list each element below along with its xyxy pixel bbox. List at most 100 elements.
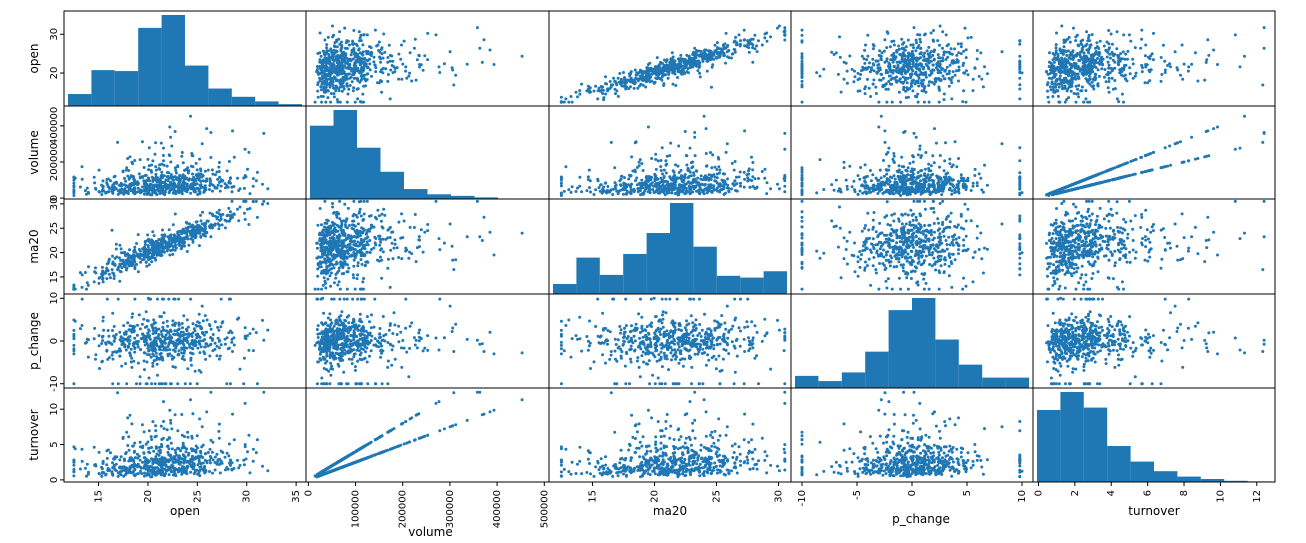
point-open-volume-131	[451, 68, 455, 72]
point-open-volume-143	[404, 69, 408, 73]
point-open-p_change-566	[917, 57, 921, 60]
point-volume-open-143	[151, 159, 155, 163]
point-volume-ma20-189	[783, 131, 787, 135]
point-open-p_change-442	[909, 66, 913, 70]
point-open-p_change-159	[949, 78, 953, 82]
point-open-p_change-405	[871, 43, 875, 47]
point-open-p_change-514	[938, 65, 942, 69]
point-open-p_change-511	[902, 80, 905, 84]
point-open-p_change-597	[920, 84, 924, 88]
point-volume-open-519	[136, 190, 140, 194]
point-open-ma20-67	[636, 86, 640, 90]
point-open-turnover-588	[1094, 66, 1098, 69]
point-volume-open-585	[151, 191, 155, 194]
point-volume-open-318	[232, 155, 236, 159]
point-volume-p_change-477	[983, 163, 986, 167]
point-open-p_change-413	[1018, 83, 1022, 87]
point-open-volume-522	[423, 54, 427, 58]
point-volume-ma20-102	[637, 164, 641, 168]
point-open-ma20-580	[769, 35, 773, 39]
point-open-ma20-541	[664, 65, 668, 69]
hist-bar-open-3	[138, 27, 162, 107]
point-volume-p_change-313	[926, 173, 930, 177]
point-open-volume-333	[448, 50, 452, 54]
point-open-p_change-333	[1000, 50, 1004, 54]
point-volume-p_change-495	[906, 166, 910, 170]
point-open-ma20-589	[681, 57, 685, 61]
point-open-ma20-286	[691, 52, 695, 56]
point-volume-open-594	[159, 184, 163, 188]
point-volume-p_change-530	[957, 157, 960, 160]
point-volume-turnover-593	[1094, 173, 1098, 177]
point-volume-ma20-525	[652, 190, 656, 194]
point-open-p_change-118	[953, 47, 957, 51]
point-volume-open-478	[101, 179, 105, 183]
point-volume-ma20-316	[662, 188, 665, 192]
point-volume-p_change-562	[887, 168, 891, 172]
point-volume-ma20-446	[690, 166, 694, 170]
point-open-volume-92	[352, 86, 356, 90]
point-volume-p_change-329	[869, 179, 873, 183]
point-open-volume-405	[325, 43, 329, 47]
point-volume-open-393	[205, 177, 209, 181]
point-volume-ma20-239	[628, 173, 631, 177]
point-volume-open-560	[118, 183, 122, 187]
point-volume-ma20-435	[609, 140, 613, 144]
point-volume-turnover-403	[1129, 160, 1133, 163]
point-open-turnover-516	[1047, 65, 1051, 68]
point-volume-turnover-541	[1187, 159, 1191, 163]
point-open-ma20-441	[748, 40, 752, 43]
point-volume-open-354	[136, 186, 140, 190]
point-open-turnover-211	[1122, 33, 1126, 37]
point-volume-open-492	[92, 175, 96, 179]
point-open-turnover-249	[1048, 85, 1052, 89]
point-volume-ma20-0	[715, 168, 719, 171]
point-open-turnover-52	[1056, 94, 1060, 98]
point-open-p_change-189	[912, 26, 916, 30]
point-open-turnover-595	[1067, 56, 1071, 60]
point-volume-open-350	[83, 189, 87, 193]
point-open-volume-428	[377, 81, 381, 85]
point-open-volume-353	[358, 39, 361, 43]
point-open-ma20-552	[709, 58, 712, 62]
point-open-turnover-193	[1096, 68, 1100, 72]
point-open-volume-293	[319, 54, 323, 58]
point-open-turnover-125	[1124, 52, 1128, 56]
point-open-turnover-465	[1131, 57, 1135, 61]
point-open-ma20-576	[683, 66, 687, 70]
point-volume-ma20-29	[733, 179, 737, 183]
point-open-p_change-318	[900, 37, 904, 41]
point-open-turnover-479	[1077, 76, 1081, 80]
point-open-turnover-569	[1088, 44, 1092, 47]
point-open-volume-311	[377, 40, 381, 44]
point-volume-open-490	[141, 176, 145, 179]
point-volume-p_change-363	[882, 159, 885, 162]
point-volume-p_change-427	[865, 186, 869, 189]
point-volume-ma20-169	[718, 168, 722, 172]
point-volume-open-355	[72, 181, 76, 185]
point-open-volume-562	[380, 80, 384, 83]
point-volume-ma20-19	[660, 146, 664, 150]
point-open-p_change-43	[950, 81, 954, 85]
point-open-ma20-269	[727, 56, 731, 60]
point-volume-ma20-359	[613, 181, 617, 185]
point-volume-p_change-595	[964, 184, 968, 188]
point-volume-ma20-586	[751, 185, 755, 188]
point-volume-open-305	[217, 170, 221, 173]
point-volume-ma20-421	[586, 178, 590, 181]
point-open-turnover-270	[1063, 100, 1067, 104]
point-volume-p_change-43	[950, 192, 954, 196]
point-open-ma20-523	[747, 42, 751, 46]
point-volume-p_change-318	[900, 155, 904, 159]
point-open-turnover-413	[1045, 83, 1049, 87]
point-open-ma20-586	[751, 37, 755, 41]
point-open-turnover-403	[1129, 39, 1133, 43]
point-open-volume-304	[478, 46, 482, 50]
point-open-ma20-411	[624, 87, 628, 91]
point-volume-p_change-521	[874, 188, 878, 192]
point-open-turnover-477	[1169, 65, 1172, 69]
point-volume-open-268	[93, 181, 97, 185]
point-volume-open-561	[251, 177, 255, 181]
point-volume-ma20-383	[570, 185, 574, 189]
point-open-p_change-557	[959, 52, 963, 56]
